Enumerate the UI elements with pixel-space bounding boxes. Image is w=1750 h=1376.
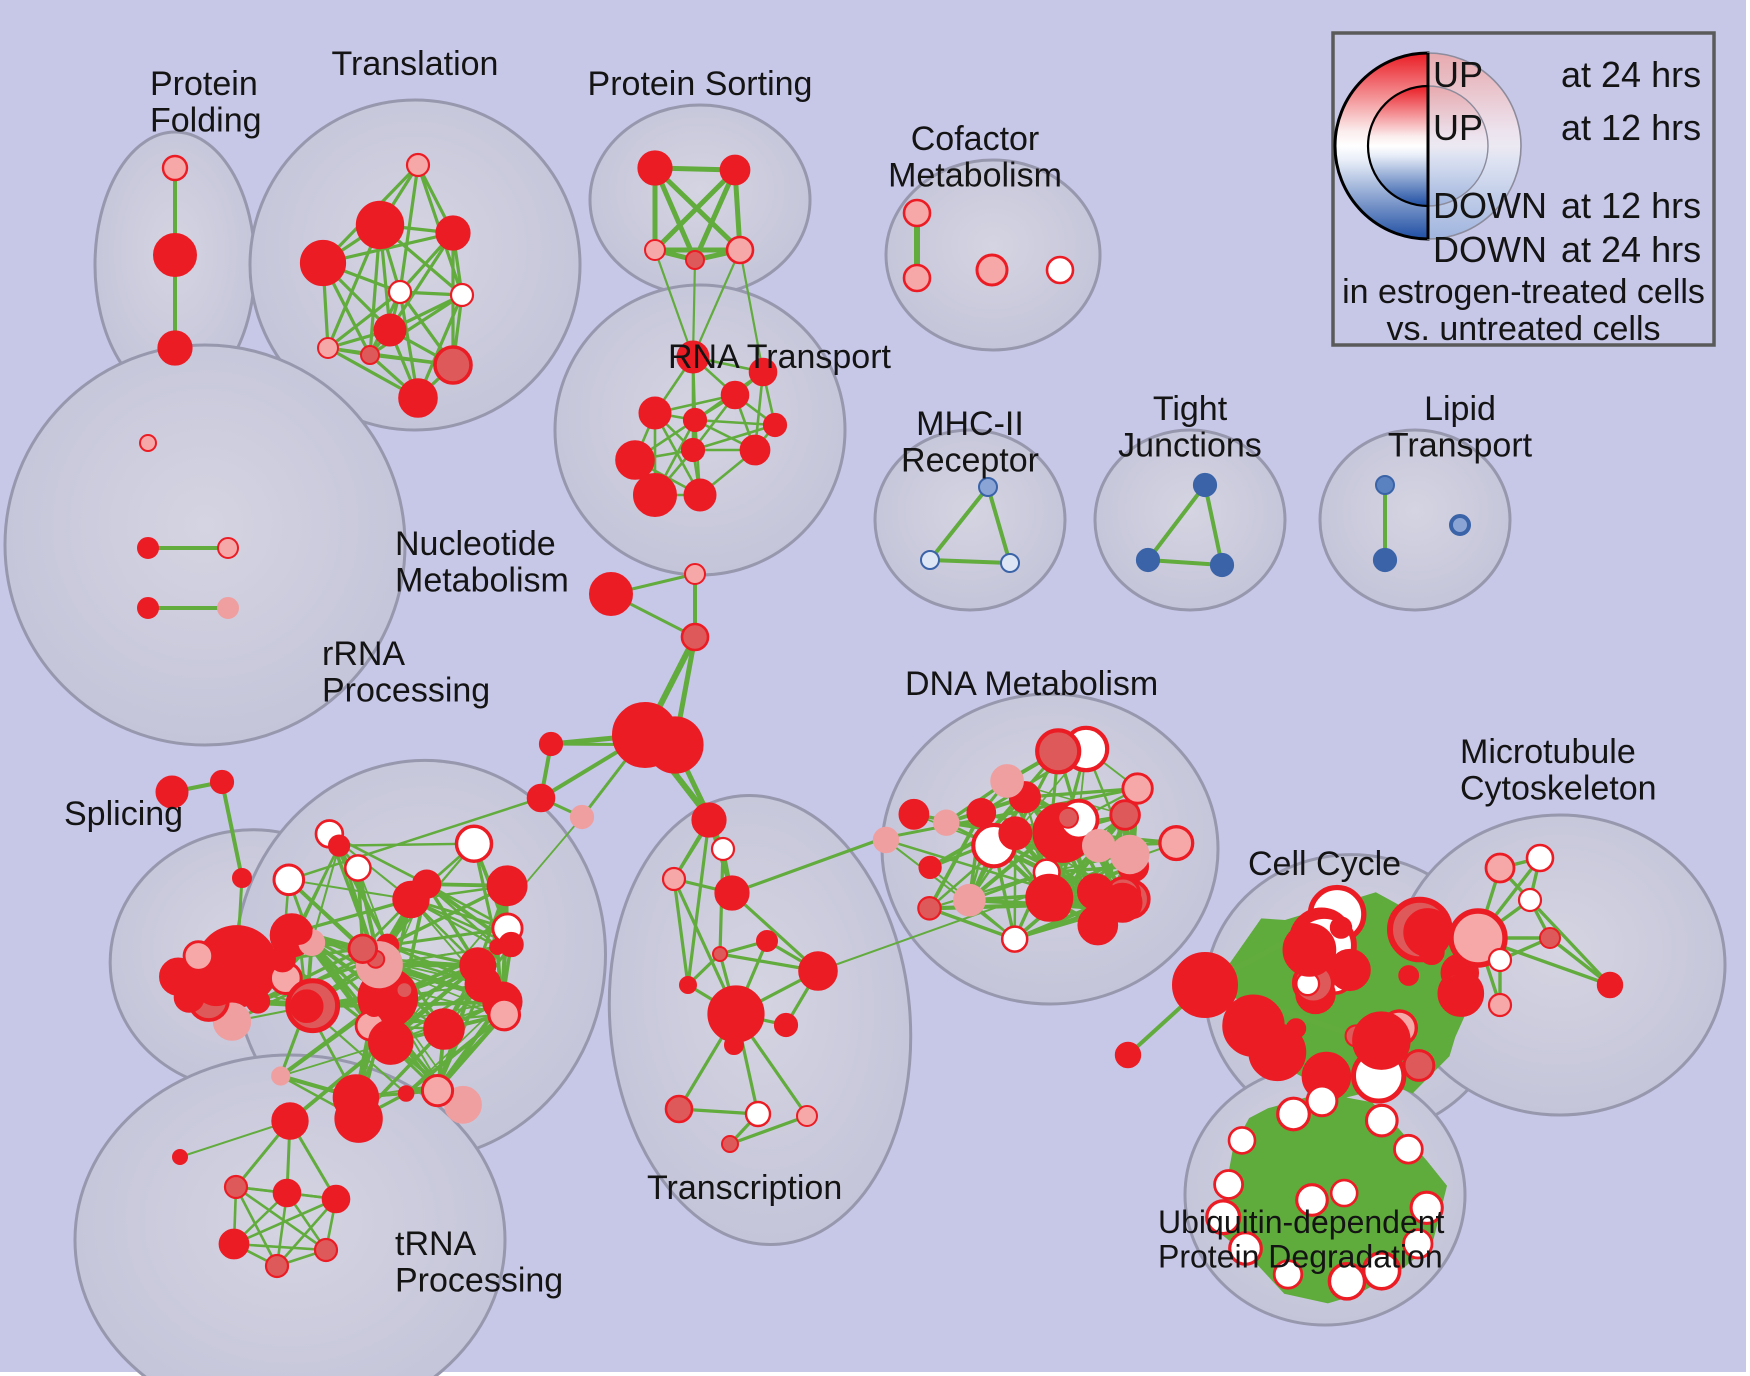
svg-text:Translation: Translation (332, 45, 499, 83)
svg-text:at 12 hrs: at 12 hrs (1561, 107, 1701, 148)
svg-text:in estrogen-treated cells: in estrogen-treated cells (1342, 273, 1705, 311)
svg-text:Cell Cycle: Cell Cycle (1248, 845, 1401, 883)
svg-text:DOWN: DOWN (1433, 229, 1547, 270)
svg-text:Splicing: Splicing (64, 795, 183, 833)
svg-text:DOWN: DOWN (1433, 185, 1547, 226)
svg-text:Transcription: Transcription (647, 1169, 842, 1207)
svg-text:at 24 hrs: at 24 hrs (1561, 229, 1701, 270)
svg-text:vs. untreated cells: vs. untreated cells (1386, 310, 1660, 348)
svg-text:UP: UP (1433, 54, 1483, 95)
svg-text:at 12 hrs: at 12 hrs (1561, 185, 1701, 226)
svg-text:UP: UP (1433, 107, 1483, 148)
svg-text:DNA Metabolism: DNA Metabolism (905, 665, 1158, 703)
svg-text:RNA Transport: RNA Transport (668, 338, 892, 376)
svg-text:at 24 hrs: at 24 hrs (1561, 54, 1701, 95)
svg-text:Protein Sorting: Protein Sorting (588, 65, 813, 103)
